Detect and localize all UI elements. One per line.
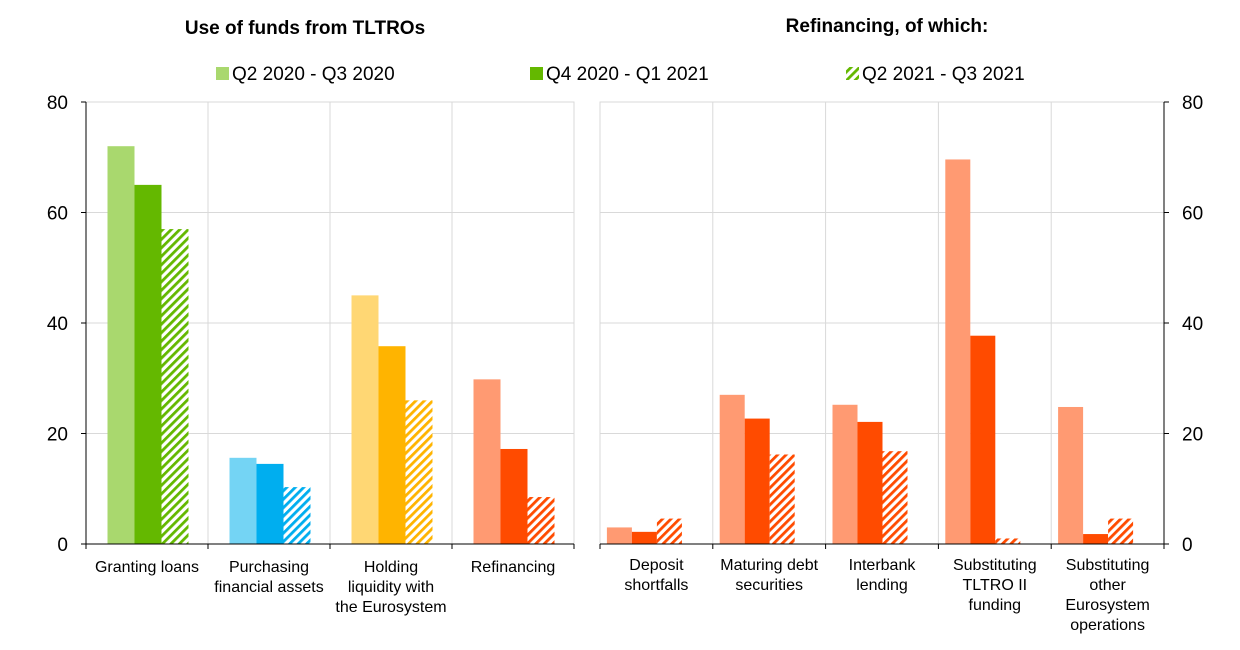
- y-tick-label: 60: [1182, 204, 1203, 225]
- bar-2-4-2: [970, 335, 996, 544]
- y-tick-label: 0: [57, 535, 68, 556]
- bar-2-2-3: [769, 454, 795, 544]
- legend-swatch-1: [216, 67, 229, 80]
- category-label: Deposit shortfalls: [624, 557, 688, 594]
- bar-2-3-3: [882, 451, 908, 544]
- bar-1-3-1: [351, 295, 379, 544]
- category-label: Refinancing: [471, 559, 556, 576]
- bars-layer: [107, 146, 1134, 544]
- legend-label-3: Q2 2021 - Q3 2021: [862, 64, 1025, 85]
- bar-1-2-3: [283, 487, 311, 544]
- bar-1-1-3: [161, 229, 189, 544]
- bar-1-1-2: [134, 184, 162, 544]
- legend-swatch-2: [530, 67, 543, 80]
- y-tick-label: 20: [1182, 425, 1203, 446]
- category-label: Granting loans: [95, 559, 199, 576]
- text-layer: Use of funds from TLTROs Refinancing, of…: [47, 16, 1203, 634]
- y-tick-label: 40: [47, 314, 68, 335]
- y-tick-label: 40: [1182, 314, 1203, 335]
- legend-label-1: Q2 2020 - Q3 2020: [232, 64, 395, 85]
- legend-swatch-3: [846, 67, 859, 80]
- bar-2-4-1: [945, 159, 971, 544]
- category-label: Maturing debt securities: [720, 557, 818, 594]
- category-label: Substituting other Eurosystem operations: [1065, 557, 1149, 634]
- y-tick-label: 80: [1182, 93, 1203, 114]
- bar-2-5-1: [1058, 406, 1084, 544]
- bar-1-3-2: [378, 346, 406, 544]
- y-tick-label: 60: [47, 204, 68, 225]
- category-label: Interbank lending: [849, 557, 917, 594]
- bar-2-3-1: [832, 404, 858, 544]
- bar-1-3-3: [405, 400, 433, 544]
- bar-2-1-2: [631, 531, 657, 544]
- bar-2-1-1: [606, 527, 632, 544]
- bar-2-5-3: [1108, 518, 1134, 544]
- axes-layer: [81, 101, 1169, 549]
- bar-1-1-1: [107, 146, 135, 544]
- right-chart-title: Refinancing, of which:: [786, 16, 989, 37]
- category-label: Substituting TLTRO II funding: [953, 557, 1037, 614]
- bar-1-4-2: [500, 448, 528, 544]
- bar-1-4-1: [473, 379, 501, 544]
- bar-2-3-2: [857, 421, 883, 544]
- bar-2-1-3: [656, 518, 682, 544]
- legend-label-2: Q4 2020 - Q1 2021: [546, 64, 709, 85]
- bar-1-2-1: [229, 457, 257, 544]
- bar-2-4-3: [995, 538, 1021, 544]
- bar-1-4-3: [527, 497, 555, 544]
- legend: Q2 2020 - Q3 2020 Q4 2020 - Q1 2021 Q2 2…: [216, 64, 1025, 85]
- bar-2-2-2: [744, 418, 770, 544]
- y-tick-label: 20: [47, 425, 68, 446]
- left-chart-title: Use of funds from TLTROs: [185, 18, 425, 39]
- y-tick-label: 0: [1182, 535, 1193, 556]
- bar-1-2-2: [256, 463, 284, 544]
- bar-2-5-2: [1083, 534, 1109, 544]
- category-label: Holding liquidity with the Eurosystem: [335, 559, 446, 616]
- category-label: Purchasing financial assets: [214, 559, 323, 596]
- y-tick-label: 80: [47, 93, 68, 114]
- bar-2-2-1: [719, 394, 745, 544]
